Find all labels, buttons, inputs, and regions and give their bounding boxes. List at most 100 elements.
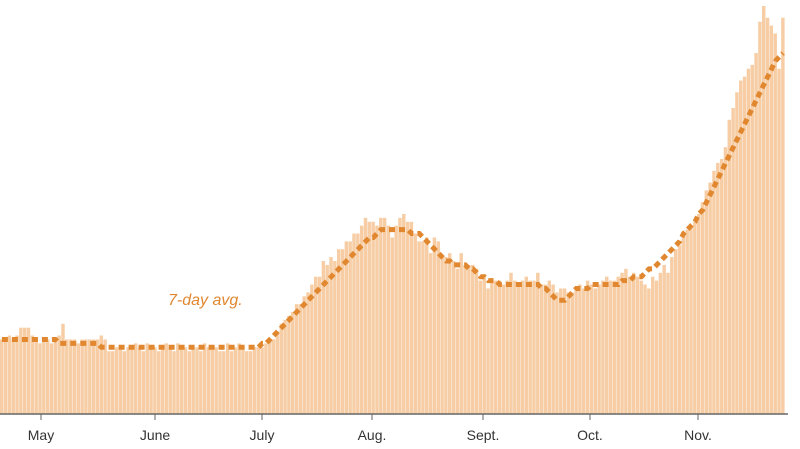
daily-bar — [68, 339, 73, 414]
daily-bar — [501, 284, 506, 414]
daily-bar — [134, 343, 138, 414]
daily-bar — [317, 276, 322, 414]
daily-bar — [762, 6, 766, 414]
daily-bar — [455, 268, 460, 414]
daily-bar — [693, 221, 697, 414]
daily-bar — [647, 288, 651, 414]
daily-bar — [321, 261, 326, 414]
daily-bar — [157, 351, 161, 414]
daily-bar — [291, 312, 295, 414]
x-tick-label: Oct. — [577, 427, 603, 443]
daily-bar — [38, 343, 42, 414]
daily-bar — [352, 233, 356, 414]
daily-bar — [298, 304, 303, 414]
daily-bar — [723, 147, 728, 415]
daily-bar — [88, 339, 92, 414]
daily-bar — [57, 335, 61, 414]
x-tick-label: Nov. — [684, 427, 712, 443]
daily-bar — [597, 284, 601, 414]
daily-bar — [114, 347, 119, 414]
daily-bar — [42, 339, 46, 414]
daily-bar — [225, 343, 230, 414]
daily-bar — [329, 257, 333, 414]
daily-bar — [750, 64, 754, 414]
daily-bar — [467, 264, 471, 414]
daily-bar — [425, 237, 429, 414]
daily-bar — [107, 351, 111, 414]
daily-bar — [578, 284, 582, 414]
daily-bar — [256, 347, 260, 414]
daily-bar — [195, 347, 199, 414]
x-tick-label: May — [28, 427, 54, 443]
daily-bar — [153, 347, 157, 414]
daily-bar — [735, 92, 739, 414]
daily-bar — [145, 343, 149, 414]
daily-bar — [141, 351, 146, 414]
daily-bar — [191, 347, 195, 414]
daily-bar — [237, 343, 241, 414]
daily-bar — [513, 280, 517, 414]
daily-bar — [520, 280, 525, 414]
daily-bar — [555, 292, 559, 414]
daily-bar — [168, 347, 172, 414]
daily-bar — [336, 249, 341, 414]
daily-bar — [367, 221, 372, 414]
daily-bar — [398, 217, 402, 414]
daily-bar — [375, 225, 379, 414]
daily-bar — [314, 276, 318, 414]
daily-bar — [229, 351, 234, 414]
daily-bar — [758, 21, 762, 414]
daily-bar — [486, 288, 490, 414]
daily-bar — [137, 347, 142, 414]
daily-bar — [325, 264, 329, 414]
daily-bar — [505, 280, 509, 414]
daily-bar — [99, 335, 103, 414]
daily-bar — [497, 280, 502, 414]
daily-bar — [493, 280, 498, 414]
daily-bar — [658, 272, 663, 414]
daily-bar — [700, 202, 705, 414]
daily-bar — [670, 257, 674, 414]
daily-bar — [359, 225, 364, 414]
daily-bar — [543, 284, 548, 414]
daily-bar — [635, 276, 640, 414]
daily-bar — [61, 323, 65, 414]
daily-bar — [551, 284, 555, 414]
daily-bar — [562, 288, 567, 414]
daily-bar — [91, 339, 96, 414]
daily-bar — [436, 241, 440, 414]
daily-bar — [45, 339, 50, 414]
seven-day-average-line — [1, 51, 785, 350]
daily-bar — [574, 288, 578, 414]
daily-bar — [593, 288, 597, 414]
daily-bars — [0, 6, 785, 415]
daily-bar — [111, 351, 115, 414]
daily-bar — [482, 276, 486, 414]
daily-bar — [509, 272, 513, 414]
daily-bar — [781, 17, 785, 415]
daily-bar — [643, 284, 647, 414]
daily-bar — [440, 257, 444, 414]
daily-bar — [719, 159, 724, 414]
daily-bar — [103, 339, 107, 414]
daily-bar — [84, 339, 88, 414]
x-tick-label: June — [140, 427, 171, 443]
daily-bar — [394, 225, 398, 414]
daily-bar — [252, 347, 257, 414]
daily-bar — [22, 327, 27, 414]
daily-bar — [589, 284, 594, 414]
daily-bar — [528, 280, 532, 414]
daily-bar — [681, 233, 686, 414]
daily-bar — [777, 68, 781, 415]
daily-bar — [65, 339, 69, 414]
daily-bar — [769, 25, 774, 415]
daily-bar — [218, 351, 222, 414]
daily-bar — [716, 162, 720, 414]
daily-bar — [708, 182, 712, 414]
daily-bar — [739, 80, 743, 414]
daily-bar — [130, 347, 134, 414]
daily-bar — [474, 268, 479, 414]
daily-bar — [451, 261, 456, 414]
seven-day-average-label: 7-day avg. — [168, 292, 243, 309]
